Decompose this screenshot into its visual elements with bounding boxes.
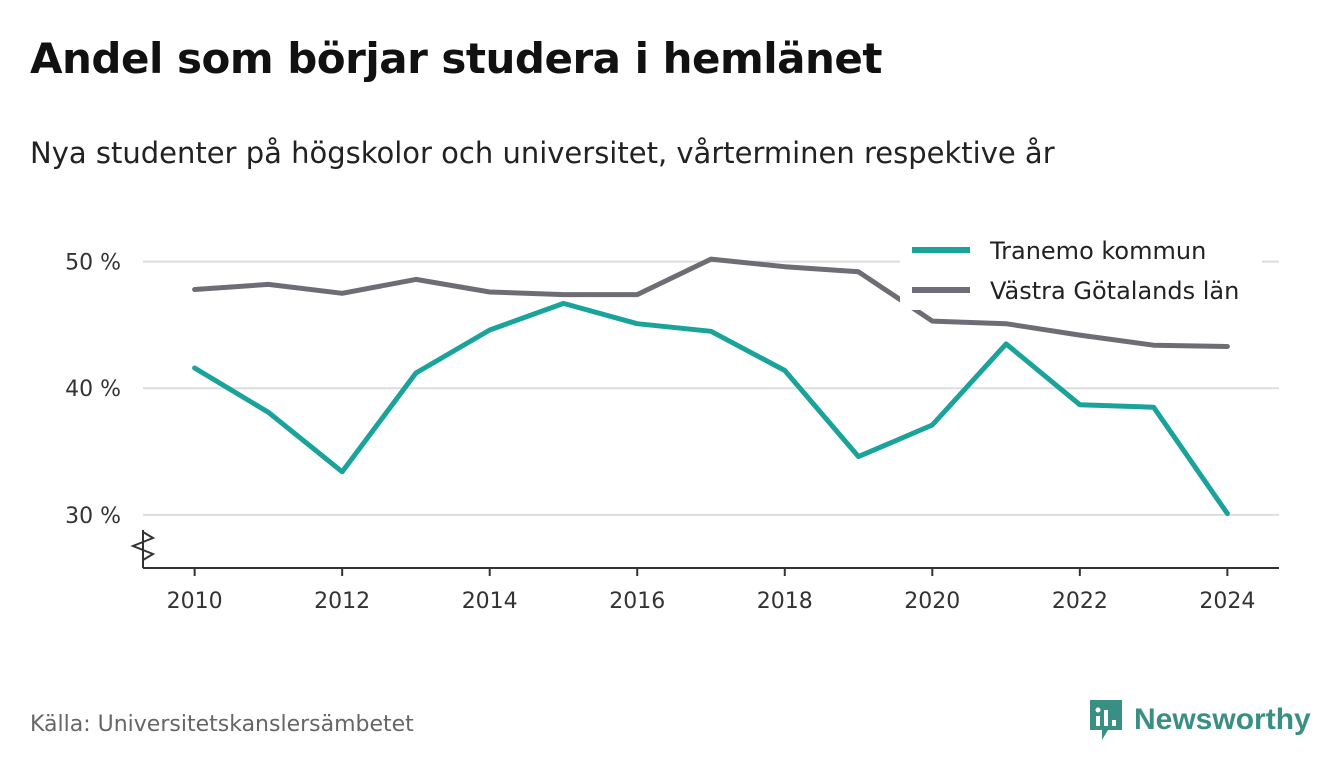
newsworthy-logo-icon [1090, 700, 1122, 740]
x-tick-label: 2016 [609, 589, 665, 614]
source-note: Källa: Universitetskanslersämbetet [30, 712, 414, 737]
legend-label: Västra Götalands län [990, 277, 1239, 305]
x-tick-label: 2012 [314, 589, 370, 614]
y-tick-label: 50 % [65, 251, 121, 276]
legend-label: Tranemo kommun [989, 237, 1206, 265]
x-tick-label: 2014 [462, 589, 518, 614]
x-tick-label: 2010 [167, 589, 223, 614]
series-line-2 [192, 256, 1230, 349]
chart-title: Andel som börjar studera i hemlänet [30, 34, 883, 83]
chart-subtitle: Nya studenter på högskolor och universit… [30, 136, 1055, 170]
brand-name: Newsworthy [1134, 703, 1311, 736]
x-tick-label: 2020 [904, 589, 960, 614]
x-tick-label: 2024 [1199, 589, 1255, 614]
y-tick-label: 40 % [65, 377, 121, 402]
x-tick-label: 2018 [757, 589, 813, 614]
brand-logo: Newsworthy [1088, 698, 1311, 742]
y-tick-label: 30 % [65, 504, 121, 529]
axis-break-icon [130, 531, 156, 561]
legend-background [900, 226, 1262, 310]
x-tick-label: 2022 [1052, 589, 1108, 614]
series-line-1 [192, 300, 1230, 517]
